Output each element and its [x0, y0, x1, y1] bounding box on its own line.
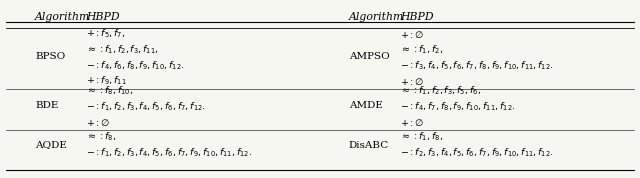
Text: AQDE: AQDE	[35, 141, 67, 150]
Text: HBPD: HBPD	[86, 12, 120, 22]
Text: $\approx: f_1, f_8,$: $\approx: f_1, f_8,$	[400, 130, 444, 143]
Text: BDE: BDE	[35, 101, 59, 109]
Text: $\approx: f_1, f_2, f_3, f_{11},$: $\approx: f_1, f_2, f_3, f_{11},$	[86, 44, 159, 56]
Text: $-: f_4, f_7, f_8, f_9, f_{10}, f_{11}, f_{12}.$: $-: f_4, f_7, f_8, f_9, f_{10}, f_{11}, …	[400, 101, 516, 113]
Text: DisABC: DisABC	[349, 141, 389, 150]
Text: AMDE: AMDE	[349, 101, 383, 109]
Text: $\approx: f_8, f_{10},$: $\approx: f_8, f_{10},$	[86, 85, 134, 97]
Text: Algorithm: Algorithm	[349, 12, 404, 22]
Text: $-: f_1, f_2, f_3, f_4, f_5, f_6, f_7, f_{12}.$: $-: f_1, f_2, f_3, f_4, f_5, f_6, f_7, f…	[86, 101, 206, 113]
Text: $+: \emptyset$: $+: \emptyset$	[400, 29, 424, 40]
Text: $-: f_4, f_6, f_8, f_9, f_{10}, f_{12}.$: $-: f_4, f_6, f_8, f_9, f_{10}, f_{12}.$	[86, 59, 185, 72]
Text: Algorithm: Algorithm	[35, 12, 91, 22]
Text: $+: f_5, f_7,$: $+: f_5, f_7,$	[86, 28, 126, 40]
Text: $-: f_2, f_3, f_4, f_5, f_6, f_7, f_9, f_{10}, f_{11}, f_{12}.$: $-: f_2, f_3, f_4, f_5, f_6, f_7, f_9, f…	[400, 146, 554, 159]
Text: $\approx: f_8,$: $\approx: f_8,$	[86, 130, 117, 143]
Text: $+: \emptyset$: $+: \emptyset$	[86, 117, 111, 128]
Text: $-: f_1, f_2, f_3, f_4, f_5, f_6, f_7, f_9, f_{10}, f_{11}, f_{12}.$: $-: f_1, f_2, f_3, f_4, f_5, f_6, f_7, f…	[86, 146, 253, 159]
Text: $\approx: f_1, f_2, f_3, f_5, f_6,$: $\approx: f_1, f_2, f_3, f_5, f_6,$	[400, 85, 481, 97]
Text: $+: \emptyset$: $+: \emptyset$	[400, 117, 424, 128]
Text: $-: f_3, f_4, f_5, f_6, f_7, f_8, f_9, f_{10}, f_{11}, f_{12}.$: $-: f_3, f_4, f_5, f_6, f_7, f_8, f_9, f…	[400, 59, 554, 72]
Text: $\approx: f_1, f_2,$: $\approx: f_1, f_2,$	[400, 44, 444, 56]
Text: $+: \emptyset$: $+: \emptyset$	[400, 76, 424, 87]
Text: HBPD: HBPD	[400, 12, 434, 22]
Text: BPSO: BPSO	[35, 53, 65, 61]
Text: AMPSO: AMPSO	[349, 53, 390, 61]
Text: $+: f_9, f_{11}$: $+: f_9, f_{11}$	[86, 75, 127, 87]
